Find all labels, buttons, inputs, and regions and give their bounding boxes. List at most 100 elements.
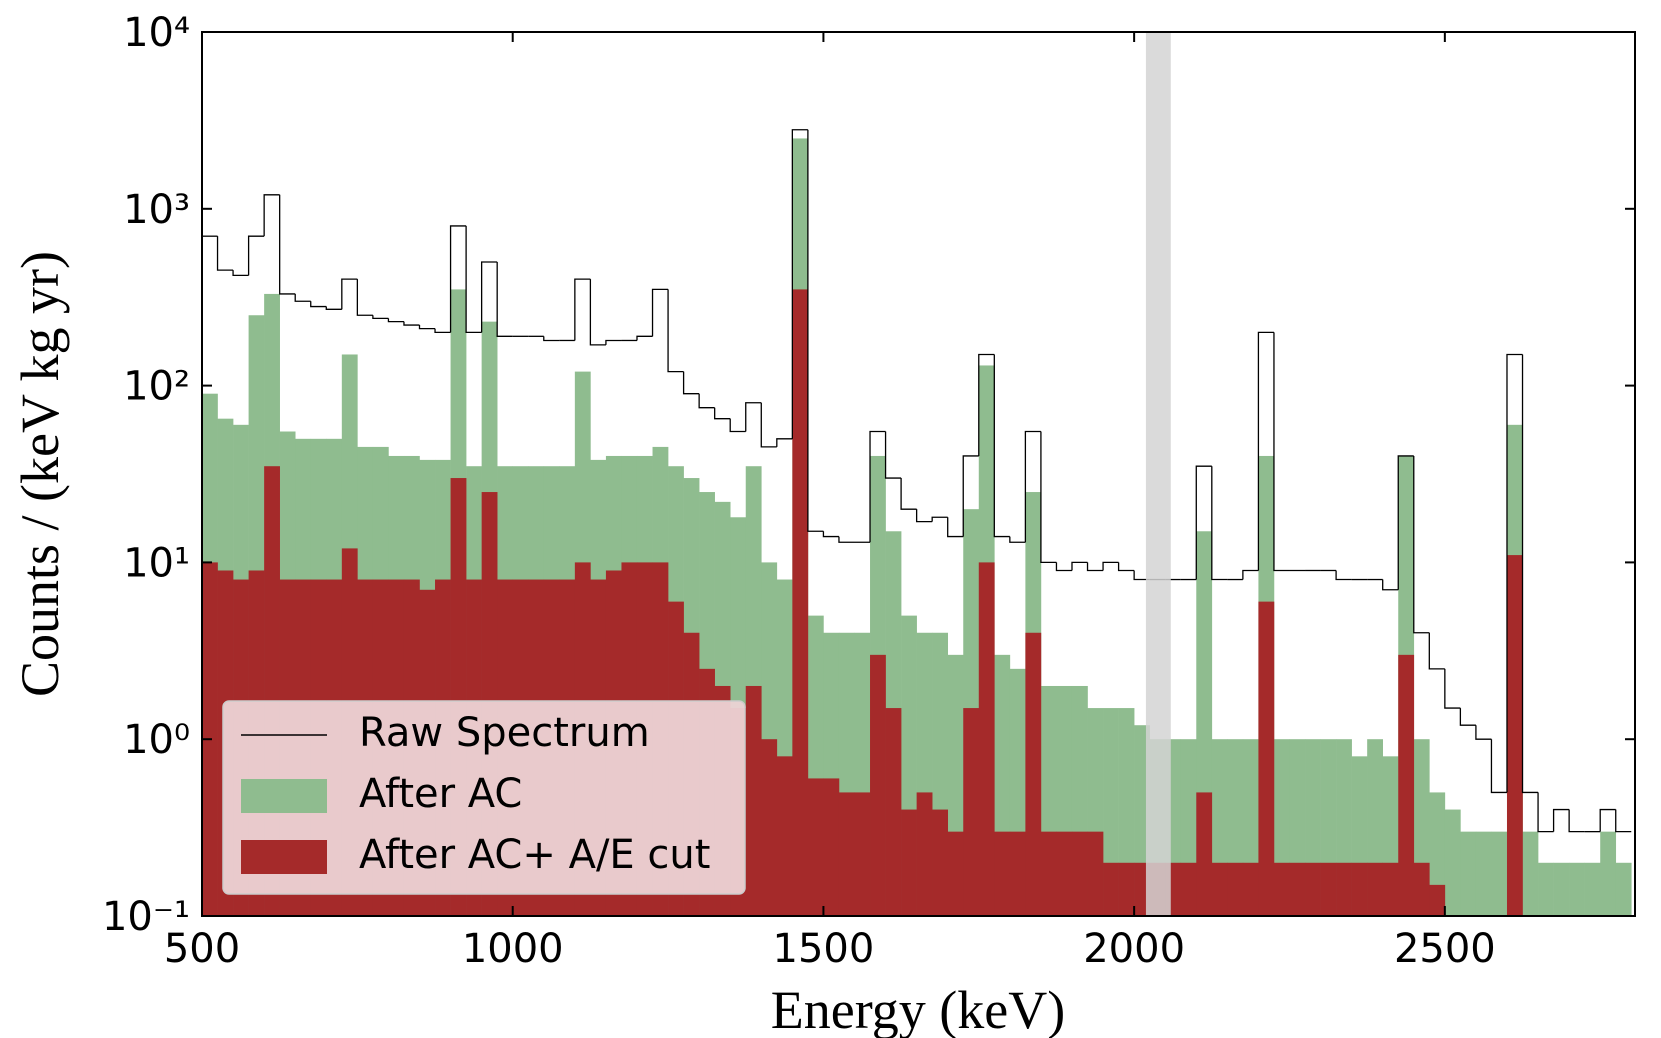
step-segment bbox=[1257, 331, 1274, 571]
bar bbox=[1491, 831, 1508, 916]
bar bbox=[807, 778, 824, 916]
step-segment bbox=[387, 318, 404, 323]
step-segment bbox=[1195, 465, 1212, 580]
bar bbox=[932, 809, 949, 916]
step-segment bbox=[745, 402, 762, 432]
step-segment bbox=[822, 531, 839, 538]
step-segment bbox=[1382, 579, 1399, 591]
bar bbox=[854, 792, 871, 916]
bar bbox=[1336, 862, 1352, 916]
y-tick-label: 10⁴ bbox=[123, 10, 190, 56]
x-tick-label: 2000 bbox=[1083, 926, 1185, 972]
series-step bbox=[202, 129, 1632, 833]
step-segment bbox=[869, 430, 886, 543]
bar bbox=[1071, 831, 1088, 916]
bar bbox=[202, 562, 218, 916]
bar bbox=[1569, 862, 1585, 916]
bar bbox=[1242, 862, 1259, 916]
y-tick-label: 10³ bbox=[123, 187, 190, 233]
bar bbox=[776, 756, 793, 916]
bar bbox=[1305, 862, 1321, 916]
y-tick-label: 10² bbox=[123, 364, 190, 410]
step-segment bbox=[667, 289, 684, 373]
bar bbox=[1211, 862, 1228, 916]
legend-swatch bbox=[241, 779, 327, 813]
bar bbox=[1600, 831, 1617, 916]
step-segment bbox=[1599, 808, 1616, 832]
bar bbox=[1196, 792, 1213, 916]
step-segment bbox=[1490, 739, 1507, 794]
bar bbox=[1584, 862, 1601, 916]
step-segment bbox=[915, 509, 933, 523]
x-axis-label: Energy (keV) bbox=[771, 980, 1065, 1038]
step-segment bbox=[1568, 809, 1585, 833]
bar bbox=[1180, 862, 1197, 916]
step-segment bbox=[1428, 632, 1445, 670]
step-segment bbox=[418, 325, 436, 330]
bar bbox=[838, 792, 855, 916]
step-segment bbox=[947, 517, 964, 538]
step-segment bbox=[682, 371, 700, 395]
x-tick-label: 1500 bbox=[773, 926, 875, 972]
bar bbox=[761, 739, 778, 916]
bar bbox=[1538, 862, 1554, 916]
step-segment bbox=[1009, 536, 1026, 543]
step-segment bbox=[605, 339, 622, 345]
bar bbox=[1553, 862, 1570, 916]
bar bbox=[1087, 831, 1104, 916]
step-segment bbox=[1335, 570, 1352, 581]
bar bbox=[1382, 862, 1399, 916]
step-segment bbox=[636, 335, 653, 341]
step-segment bbox=[232, 270, 249, 277]
step-segment bbox=[1055, 562, 1072, 572]
y-axis-label: Counts / (keV kg yr) bbox=[10, 251, 70, 697]
bar bbox=[963, 708, 980, 916]
bar bbox=[1009, 831, 1026, 916]
bar bbox=[1118, 862, 1135, 916]
step-segment bbox=[993, 354, 1010, 538]
step-segment bbox=[216, 236, 234, 271]
y-tick-label: 10⁰ bbox=[123, 717, 190, 763]
bar bbox=[1460, 831, 1477, 916]
bar bbox=[978, 562, 995, 916]
step-segment bbox=[1071, 561, 1088, 571]
axes: 500 1000 1500 2000 2500 10⁻¹ 10⁰ 10¹ 10² 10³ 10⁴ bbox=[102, 10, 1635, 972]
step-segment bbox=[1242, 569, 1259, 580]
step-segment bbox=[1475, 725, 1492, 740]
step-segment bbox=[465, 225, 482, 334]
bar bbox=[1040, 831, 1057, 916]
step-segment bbox=[480, 261, 498, 333]
step-segment bbox=[543, 336, 560, 342]
legend-box bbox=[222, 700, 746, 895]
step-segment bbox=[263, 194, 280, 237]
step-segment bbox=[325, 306, 342, 310]
step-segment bbox=[791, 129, 808, 439]
bar bbox=[745, 685, 762, 916]
step-segment bbox=[714, 407, 731, 420]
bar bbox=[1429, 884, 1446, 916]
step-segment bbox=[760, 402, 777, 448]
step-segment bbox=[1211, 466, 1228, 581]
step-segment bbox=[1040, 431, 1057, 564]
bar bbox=[1522, 831, 1539, 916]
step-segment bbox=[279, 194, 296, 295]
bar bbox=[870, 654, 886, 916]
bar bbox=[1103, 862, 1119, 916]
y-tick-label: 10¹ bbox=[123, 540, 190, 586]
step-segment bbox=[1521, 354, 1539, 794]
step-segment bbox=[434, 328, 451, 334]
step-segment bbox=[294, 293, 311, 302]
step-segment bbox=[1615, 809, 1632, 833]
bar bbox=[1398, 654, 1415, 916]
step-segment bbox=[962, 455, 979, 537]
step-segment bbox=[1506, 353, 1523, 793]
bar bbox=[792, 289, 809, 916]
bar bbox=[885, 708, 902, 916]
x-tick-label: 2500 bbox=[1394, 926, 1496, 972]
highlight-span bbox=[1145, 32, 1171, 916]
step-segment bbox=[1273, 332, 1290, 572]
bar bbox=[947, 831, 964, 916]
step-segment bbox=[1024, 430, 1041, 543]
bar bbox=[1475, 831, 1492, 916]
legend-swatch bbox=[241, 840, 327, 874]
